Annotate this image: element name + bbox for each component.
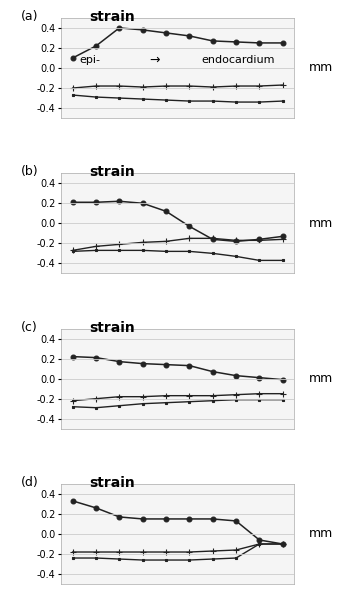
Text: (c): (c): [22, 321, 38, 334]
Text: mm: mm: [308, 527, 333, 541]
Text: mm: mm: [308, 61, 333, 74]
Text: (b): (b): [22, 165, 39, 178]
Text: (d): (d): [22, 476, 39, 489]
Text: strain: strain: [89, 10, 135, 24]
Text: (a): (a): [22, 10, 39, 23]
Text: mm: mm: [308, 372, 333, 385]
Text: strain: strain: [89, 476, 135, 490]
Text: →: →: [150, 54, 160, 67]
Text: endocardium: endocardium: [201, 55, 275, 65]
Text: epi-: epi-: [80, 55, 101, 65]
Text: strain: strain: [89, 321, 135, 334]
Text: strain: strain: [89, 165, 135, 179]
Text: mm: mm: [308, 217, 333, 230]
